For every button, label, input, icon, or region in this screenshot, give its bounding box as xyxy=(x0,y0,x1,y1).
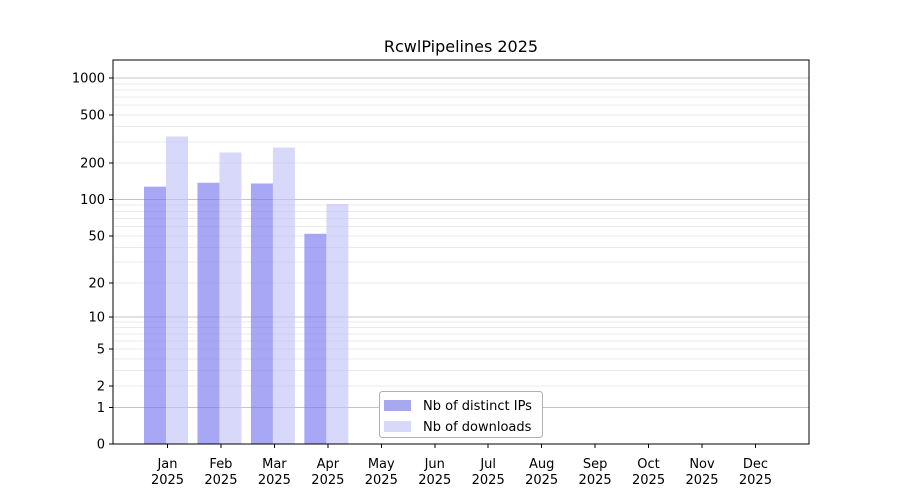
bar-jan-series1 xyxy=(166,136,188,444)
bar-feb-series1 xyxy=(219,152,242,444)
x-tick-month-label: Feb xyxy=(209,457,232,472)
x-tick-month-label: Oct xyxy=(637,457,659,472)
y-tick-label: 50 xyxy=(88,229,105,244)
legend-label-series0: Nb of distinct IPs xyxy=(423,399,532,414)
x-tick-year-label: 2025 xyxy=(739,473,772,488)
bar-mar-series1 xyxy=(272,147,295,444)
bar-mar-series0 xyxy=(250,183,273,444)
legend-label-series1: Nb of downloads xyxy=(423,420,532,435)
bar-feb-series0 xyxy=(197,182,220,445)
legend xyxy=(379,391,543,438)
x-tick-month-label: Dec xyxy=(743,457,768,472)
bar-jan-series0 xyxy=(144,186,166,445)
x-tick-year-label: 2025 xyxy=(151,473,184,488)
legend-swatch-series1 xyxy=(384,421,411,432)
y-tick-label: 1 xyxy=(97,401,105,416)
x-tick-year-label: 2025 xyxy=(418,473,451,488)
x-tick-year-label: 2025 xyxy=(685,473,718,488)
y-tick-label: 10 xyxy=(88,311,105,326)
x-tick-month-label: Jan xyxy=(156,457,177,472)
x-tick-year-label: 2025 xyxy=(579,473,612,488)
x-tick-month-label: Nov xyxy=(689,457,715,472)
x-tick-year-label: 2025 xyxy=(472,473,505,488)
x-tick-month-label: Jul xyxy=(479,457,496,472)
y-tick-label: 0 xyxy=(97,438,105,453)
x-tick-year-label: 2025 xyxy=(258,473,291,488)
y-tick-label: 2 xyxy=(97,379,105,394)
x-tick-month-label: Mar xyxy=(262,457,287,472)
x-tick-year-label: 2025 xyxy=(311,473,344,488)
x-tick-month-label: Sep xyxy=(583,457,608,472)
x-tick-year-label: 2025 xyxy=(525,473,558,488)
x-tick-month-label: Aug xyxy=(529,457,554,472)
y-tick-label: 200 xyxy=(80,157,105,172)
y-tick-label: 1000 xyxy=(72,72,105,87)
legend-swatch-series0 xyxy=(384,400,411,411)
plot-border xyxy=(112,59,810,445)
x-tick-year-label: 2025 xyxy=(365,473,398,488)
x-tick-year-label: 2025 xyxy=(632,473,665,488)
bar-apr-series1 xyxy=(326,203,349,444)
bar-apr-series0 xyxy=(304,233,327,444)
x-tick-month-label: Jun xyxy=(424,457,445,472)
y-tick-label: 20 xyxy=(88,276,105,291)
y-tick-label: 100 xyxy=(80,193,105,208)
x-tick-month-label: May xyxy=(368,457,395,472)
y-tick-label: 500 xyxy=(80,108,105,123)
x-tick-month-label: Apr xyxy=(317,457,340,472)
chart-title: RcwlPipelines 2025 xyxy=(384,37,538,56)
y-tick-label: 5 xyxy=(97,343,105,358)
x-tick-year-label: 2025 xyxy=(204,473,237,488)
